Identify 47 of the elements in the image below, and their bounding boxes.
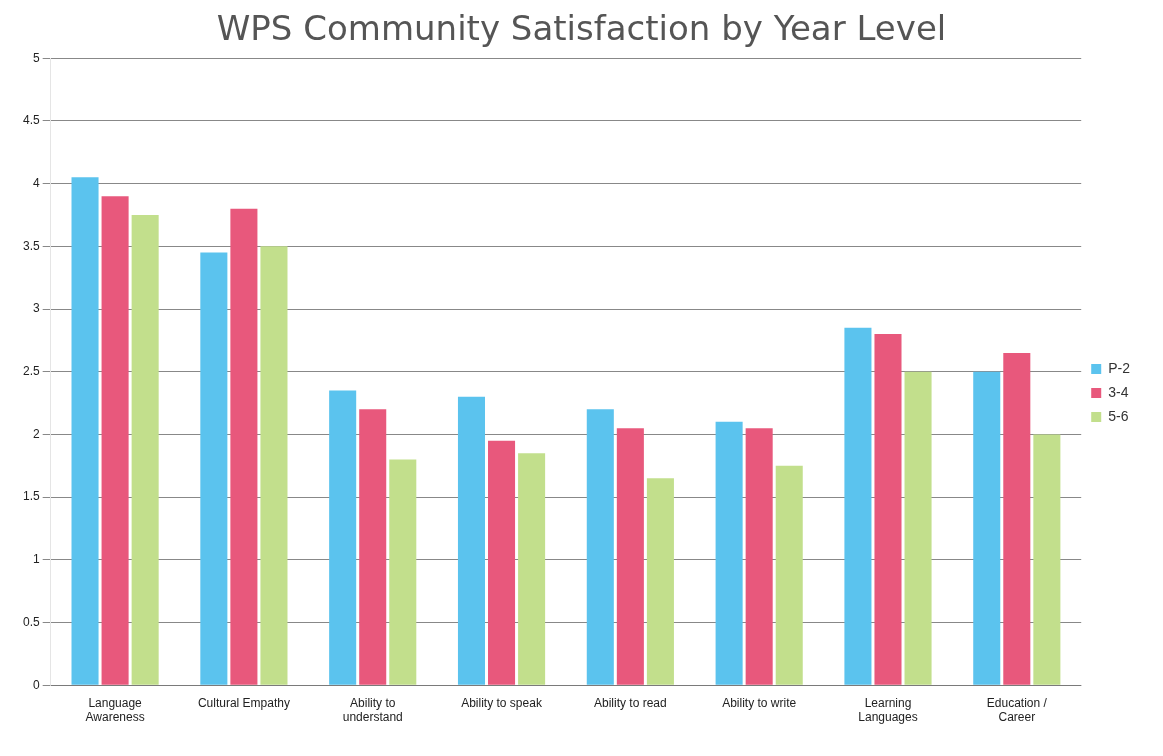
bar: [715, 421, 743, 685]
x-tick-label: Education / Career: [986, 695, 1048, 725]
x-tick-label: Ability to speak: [461, 695, 543, 710]
bar: [260, 246, 288, 685]
legend-label: P-2: [1108, 359, 1131, 376]
bar: [329, 390, 357, 685]
legend-label: 5-6: [1108, 407, 1129, 424]
bar: [518, 453, 546, 685]
y-tick-label: 3.5: [22, 238, 40, 253]
chart-title: WPS Community Satisfaction by Year Level: [215, 8, 948, 48]
bar: [457, 396, 486, 685]
y-tick-label: 2: [32, 426, 40, 441]
bar: [904, 371, 932, 685]
bar: [359, 409, 387, 685]
bar: [775, 465, 803, 685]
bar: [745, 428, 773, 685]
x-tick-label: Ability to write: [722, 695, 797, 710]
y-tick-label: 0.5: [22, 614, 40, 629]
bar: [230, 208, 258, 685]
legend-label: 3-4: [1108, 383, 1129, 400]
bar: [131, 214, 159, 685]
bar: [616, 428, 644, 685]
y-tick-label: 3: [32, 301, 40, 316]
x-tick-label: Cultural Empathy: [197, 695, 290, 710]
x-tick-label: Learning Languages: [858, 695, 918, 725]
bar: [488, 440, 516, 685]
bar: [101, 196, 129, 685]
x-tick-label: Ability to read: [594, 695, 667, 710]
y-tick-label: 4.5: [22, 113, 40, 128]
bar: [1033, 434, 1061, 685]
bar: [844, 327, 872, 685]
x-tick-label: Ability to understand: [342, 695, 403, 725]
bar: [973, 371, 1001, 685]
bar: [646, 478, 674, 685]
y-tick-label: 2.5: [22, 364, 40, 379]
bar: [389, 459, 417, 685]
y-tick-label: 5: [32, 50, 40, 65]
y-tick-label: 0: [32, 677, 40, 692]
bar: [586, 409, 614, 685]
bar: [1003, 352, 1031, 685]
y-tick-label: 1.5: [22, 489, 40, 504]
y-tick-label: 4: [32, 175, 40, 190]
bar: [71, 177, 99, 685]
x-tick-label: Language Awareness: [85, 695, 145, 725]
bar: [200, 252, 228, 685]
bar: [874, 334, 902, 685]
y-tick-label: 1: [32, 552, 40, 567]
